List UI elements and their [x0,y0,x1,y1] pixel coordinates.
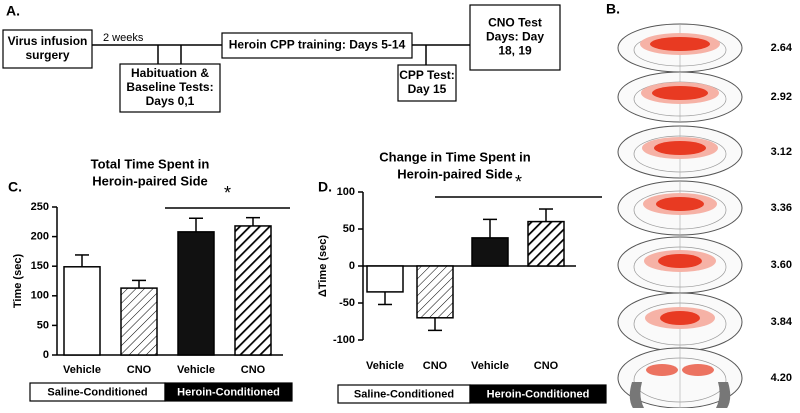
timeline-text: CNO Test [488,16,542,30]
y-tick-label: 250 [31,201,49,213]
x-tick-label: CNO [127,364,152,376]
x-tick-label: Vehicle [177,364,215,376]
panel-label: B. [606,1,620,17]
x-tick-label: CNO [241,364,266,376]
timeline-text: 18, 19 [498,44,532,58]
bar [471,237,509,267]
y-tick-label: 50 [37,319,49,331]
panel-label: A. [6,3,20,19]
y-tick-label: 100 [31,290,49,302]
x-tick-label: CNO [534,360,559,372]
panel-label: D. [318,179,332,195]
y-tick-label: 150 [31,260,49,272]
ventricle [629,382,644,412]
y-tick-label: 0 [349,260,355,272]
chart-title: Change in Time Spent in [379,149,531,164]
y-tick-label: -100 [333,334,355,346]
y-tick-label: 0 [43,349,49,361]
group-label: Saline-Conditioned [47,386,147,398]
virus-core [654,141,706,155]
section-label: 4.20 [771,372,792,384]
interval-label: 2 weeks [103,32,144,44]
x-tick-label: CNO [423,360,448,372]
section-label: 3.84 [771,316,793,328]
group-label: Heroin-Conditioned [487,388,590,400]
x-tick-label: Vehicle [471,360,509,372]
group-label: Saline-Conditioned [354,388,454,400]
timeline-box [221,32,413,59]
virus-core [658,254,702,268]
bar [527,220,565,267]
bar [63,266,101,356]
timeline-text: surgery [25,48,69,62]
timeline-text: Day 15 [408,82,447,96]
x-tick-label: Vehicle [63,364,101,376]
timeline-box [119,63,221,113]
bar [416,265,454,319]
bar [177,231,215,356]
chart-title: Heroin-paired Side [397,166,513,181]
group-box [469,384,607,404]
y-axis-label: ΔTime (sec) [317,235,329,297]
panel-label: C. [8,179,22,195]
section-label: 3.60 [771,259,792,271]
virus-core [656,197,704,211]
timeline-text: CPP Test: [399,68,455,82]
chart-title: Total Time Spent in [91,156,210,171]
chart-title: Heroin-paired Side [92,173,208,188]
group-label: Heroin-Conditioned [177,386,280,398]
y-tick-label: -50 [339,297,355,309]
virus-core [682,364,714,376]
bar [234,225,272,356]
virus-core [650,37,710,51]
timeline-text: Habituation & [131,66,209,80]
timeline-text: Virus infusion [8,34,88,48]
timeline-text: Days: Day [486,30,544,44]
section-label: 3.12 [771,146,792,158]
ventricle [716,382,731,412]
bar [120,287,158,356]
section-label: 3.36 [771,202,792,214]
section-label: 2.92 [771,91,792,103]
virus-core [660,311,700,325]
timeline-box [2,29,93,69]
virus-core [646,364,678,376]
y-axis-label: Time (sec) [12,254,24,309]
virus-core [652,86,708,100]
x-tick-label: Vehicle [366,360,404,372]
timeline-box [469,4,561,71]
timeline-text: Baseline Tests: [126,80,213,94]
timeline-box [397,64,457,102]
timeline-text: Heroin CPP training: Days 5-14 [229,38,406,52]
y-tick-label: 200 [31,231,49,243]
bar [366,265,404,293]
significance-label: * [224,183,231,203]
significance-label: * [515,172,522,192]
y-tick-label: 50 [343,223,355,235]
y-tick-label: 100 [337,186,355,198]
section-label: 2.64 [771,42,793,54]
group-box [164,382,293,402]
timeline-text: Days 0,1 [146,94,195,108]
